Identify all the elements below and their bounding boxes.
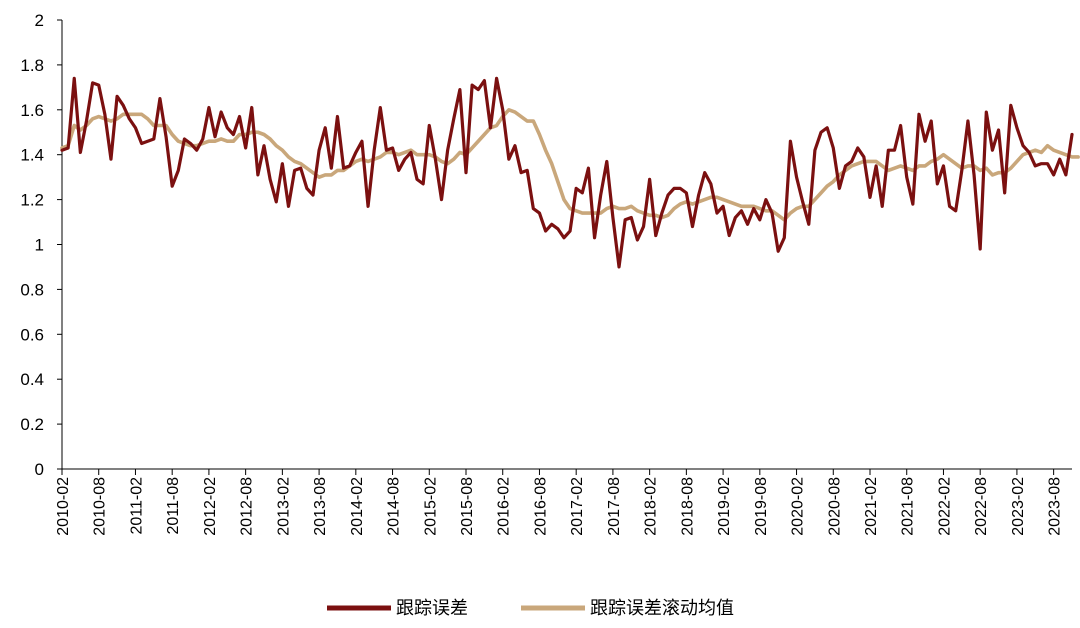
- y-tick-label: 2: [35, 11, 44, 30]
- x-tick-label: 2011-08: [165, 477, 182, 535]
- y-tick-label: 0.8: [20, 280, 44, 299]
- y-tick-label: 0.6: [20, 325, 44, 344]
- y-tick-label: 1.6: [20, 101, 44, 120]
- y-tick-label: 0.2: [20, 415, 44, 434]
- x-tick-label: 2011-02: [128, 477, 145, 535]
- legend-label-tracking-error: 跟踪误差: [396, 598, 468, 618]
- x-tick-label: 2017-08: [606, 477, 623, 536]
- series-line-tracking-error: [60, 76, 1074, 269]
- x-tick-label: 2021-08: [900, 477, 917, 536]
- y-tick-label: 1.2: [20, 191, 44, 210]
- y-tick-label: 1.8: [20, 56, 44, 75]
- x-tick-label: 2010-02: [55, 477, 72, 536]
- y-tick-label: 0: [35, 460, 44, 479]
- x-tick-label: 2015-08: [459, 477, 476, 536]
- x-tick-label: 2014-02: [349, 477, 366, 536]
- y-axis: 0 0.2 0.4 0.6 0.8 1 1.2 1.4 1.6 1.8 2: [20, 11, 63, 479]
- x-tick-label: 2016-02: [496, 477, 513, 536]
- x-tick-label: 2020-08: [826, 477, 843, 536]
- x-tick-label: 2023-08: [1047, 477, 1064, 536]
- y-tick-label: 1.4: [20, 146, 44, 165]
- x-tick-label: 2012-08: [239, 477, 256, 536]
- x-tick-label: 2022-08: [973, 477, 990, 536]
- plot-area: [60, 76, 1080, 269]
- x-tick-label: 2021-02: [863, 477, 880, 536]
- y-tick-label: 0.4: [20, 370, 44, 389]
- x-tick-label: 2010-08: [92, 477, 109, 536]
- x-tick-label: 2018-02: [643, 477, 660, 536]
- legend: 跟踪误差 跟踪误差滚动均值: [327, 598, 734, 618]
- x-tick-label: 2020-02: [790, 477, 807, 536]
- x-axis: 2010-02 2010-08 2011-02 2011-08 2012-02 2012-…: [55, 468, 1072, 536]
- x-tick-label: 2018-08: [679, 477, 696, 536]
- legend-label-rolling-mean: 跟踪误差滚动均值: [590, 598, 734, 618]
- x-tick-label: 2012-02: [202, 477, 219, 536]
- series-line-rolling-mean: [60, 108, 1080, 222]
- x-tick-label: 2016-08: [532, 477, 549, 536]
- x-tick-label: 2013-08: [312, 477, 329, 536]
- x-tick-label: 2015-02: [422, 477, 439, 536]
- x-tick-label: 2019-02: [716, 477, 733, 536]
- x-tick-label: 2022-02: [936, 477, 953, 536]
- x-tick-label: 2023-02: [1010, 477, 1027, 536]
- x-tick-label: 2019-08: [753, 477, 770, 536]
- y-tick-label: 1: [35, 236, 44, 255]
- x-tick-label: 2013-02: [275, 477, 292, 536]
- x-tick-label: 2014-08: [386, 477, 403, 536]
- x-tick-label: 2017-02: [569, 477, 586, 536]
